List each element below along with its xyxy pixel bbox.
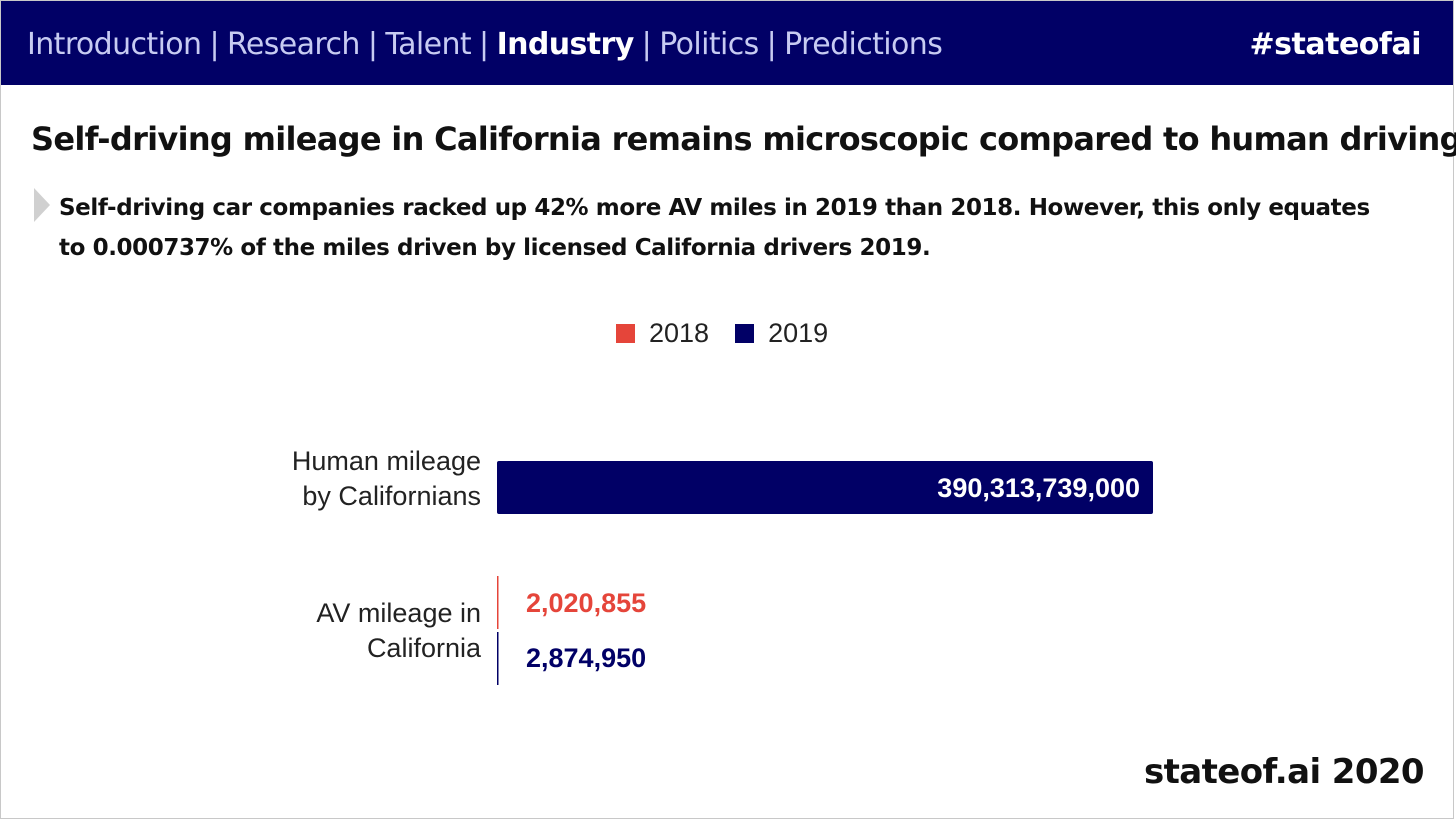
legend-label-2018: 2018 — [649, 317, 710, 348]
nav-item-politics[interactable]: Politics — [659, 27, 759, 62]
nav-item-industry[interactable]: Industry — [496, 27, 635, 62]
nav-separator: | — [479, 27, 489, 62]
category-label: AV mileage in — [316, 598, 481, 628]
legend-swatch-2019 — [735, 323, 755, 343]
data-label-human-2019: 390,313,739,000 — [937, 473, 1140, 503]
nav-item-predictions[interactable]: Predictions — [784, 27, 943, 62]
top-nav-bar: Introduction | Research | Talent | Industry | Po… — [1, 1, 1453, 85]
data-label-av-2019: 2,874,950 — [526, 643, 646, 673]
category-label: by Californians — [302, 481, 481, 511]
nav-separator: | — [209, 27, 219, 62]
hashtag-label: #stateofai — [1249, 27, 1422, 62]
bar-av-2018 — [497, 576, 499, 629]
nav-item-research[interactable]: Research — [227, 27, 360, 62]
bar-human-2019 — [497, 461, 1153, 514]
chart-legend: 2018 2019 — [616, 316, 854, 350]
nav-separator: | — [641, 27, 652, 62]
legend-swatch-2018 — [616, 323, 635, 343]
legend-label-2019: 2019 — [768, 317, 829, 348]
bar-av-2019 — [497, 632, 499, 685]
category-label: California — [367, 633, 482, 663]
nav-separator: | — [367, 27, 378, 62]
bullet-arrow-icon — [34, 188, 50, 222]
bullet-text: Self-driving car companies racked up 42%… — [59, 195, 1370, 261]
nav-separator: | — [766, 27, 777, 62]
data-label-av-2018: 2,020,855 — [526, 588, 646, 618]
nav-item-introduction[interactable]: Introduction — [27, 27, 202, 62]
slide-title: Self-driving mileage in California remai… — [31, 120, 1456, 158]
nav-item-talent[interactable]: Talent — [385, 27, 472, 62]
category-label: Human mileage — [292, 446, 481, 476]
footer-brand: stateof.ai 2020 — [1143, 752, 1425, 792]
section-nav: Introduction | Research | Talent | Industry | Po… — [27, 1, 943, 85]
legend-entry-2018: 2018 — [616, 318, 709, 349]
legend-entry-2019: 2019 — [735, 318, 828, 349]
